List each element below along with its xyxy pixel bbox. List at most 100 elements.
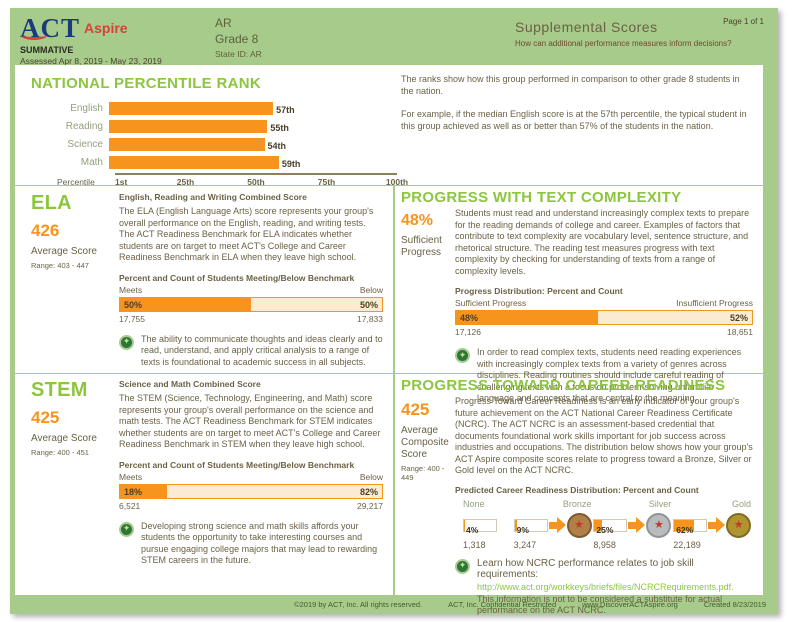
stem-below-count: 29,217 xyxy=(357,500,383,511)
ela-meets-pct: 50% xyxy=(124,299,143,310)
tc-description: Students must read and understand increa… xyxy=(455,208,750,276)
tc-insufficient-pct: 52% xyxy=(729,313,748,323)
tier-none-label: None xyxy=(463,498,485,509)
text-complexity-body: 48% Sufficient Progress Students must re… xyxy=(401,208,753,405)
career-note: Learn how NCRC performance relates to jo… xyxy=(455,558,753,617)
act-logo-text: ACT xyxy=(20,13,80,44)
ela-bar-title: Percent and Count of Students Meeting/Be… xyxy=(119,272,355,283)
footer-created-date: Created 8/23/2019 xyxy=(703,600,766,609)
arrow-right-icon xyxy=(708,517,726,533)
percentile-bar-chart: English 57th Reading 55th Science 54th M… xyxy=(31,99,408,187)
reading-bar-value: 55th xyxy=(270,122,289,133)
stem-meets-pct: 18% xyxy=(124,486,143,497)
stem-bar-title: Percent and Count of Students Meeting/Be… xyxy=(119,459,355,470)
compass-star-icon xyxy=(455,558,470,574)
ela-heading: ELA xyxy=(31,192,72,214)
english-bar xyxy=(109,101,274,115)
report-title-block: Supplemental Scores How can additional p… xyxy=(515,19,732,48)
report-footer: ©2019 by ACT, Inc. All rights reserved. … xyxy=(10,600,778,609)
career-note-body: Learn how NCRC performance relates to jo… xyxy=(477,558,753,617)
ela-meets-fill xyxy=(120,297,251,311)
career-score-block: 425 Average Composite Score Range: 400 -… xyxy=(401,400,453,482)
tier-gold-count: 22,189 xyxy=(673,539,701,550)
career-composite-score: 425 xyxy=(401,400,430,419)
chart-plot-area: 55th xyxy=(109,119,397,133)
tier-bronze: Bronze 9% ★ 3,247 xyxy=(513,499,594,550)
tc-bar-title: Progress Distribution: Percent and Count xyxy=(455,286,623,296)
career-body: 425 Average Composite Score Range: 400 -… xyxy=(401,396,753,617)
tier-silver-count: 8,958 xyxy=(593,539,616,550)
stem-score-label: Average Score xyxy=(31,433,97,444)
tier-silver-pct: 25% xyxy=(596,524,614,535)
compass-star-icon xyxy=(455,348,470,363)
below-label: Below xyxy=(359,284,383,295)
insufficient-progress-label: Insufficient Progress xyxy=(676,298,753,308)
tier-bronze-pct: 9% xyxy=(516,524,529,535)
ela-below-pct: 50% xyxy=(359,299,378,310)
chart-row-english: English 57th xyxy=(31,99,403,117)
meets-label: Meets xyxy=(119,471,143,482)
tier-silver-meter: 25% xyxy=(593,518,628,535)
npr-intro-text: The ranks show how this group performed … xyxy=(401,73,747,132)
tier-silver-fill xyxy=(594,519,603,531)
logo-swoosh-icon xyxy=(21,31,47,40)
stem-heading: STEM xyxy=(31,379,88,401)
stem-score-block: STEM 425 Average Score Range: 400 - 451 xyxy=(31,379,109,457)
tc-sufficient-pct: 48% xyxy=(460,313,479,323)
stem-meets-count: 6,521 xyxy=(119,500,141,511)
chart-category-label: Science xyxy=(67,138,103,150)
ela-bar-counts: 17,755 17,833 xyxy=(119,314,383,324)
chart-x-axis: Percentile 1st 25th 50th 75th 100th xyxy=(57,173,408,187)
chart-row-reading: Reading 55th xyxy=(31,117,403,135)
below-label: Below xyxy=(359,471,383,482)
tier-gold: Gold 62% ★ 22,189 xyxy=(673,499,753,550)
page-indicator: Page 1 of 1 xyxy=(723,17,764,26)
report-header: ACT Aspire SUMMATIVE Assessed Apr 8, 2019… xyxy=(10,8,778,66)
tier-none-pct: 4% xyxy=(466,524,479,535)
footer-copyright: ©2019 by ACT, Inc. All rights reserved. xyxy=(294,600,423,609)
tc-bar-labels: Sufficient Progress Insufficient Progres… xyxy=(455,298,753,308)
stem-score-range: Range: 400 - 451 xyxy=(31,448,89,457)
text-complexity-section: PROGRESS WITH TEXT COMPLEXITY 48% Suffic… xyxy=(401,189,753,405)
chart-plot-area: 54th xyxy=(109,137,397,151)
tc-insufficient-count: 18,651 xyxy=(727,327,753,337)
math-bar-value: 59th xyxy=(281,158,301,169)
ela-score-block: ELA 426 Average Score Range: 403 - 447 xyxy=(31,192,109,270)
chart-category-label: Reading xyxy=(65,120,103,132)
chart-row-science: Science 54th xyxy=(31,135,403,153)
gold-medal-icon: ★ xyxy=(726,512,752,538)
axis-tick: 25th xyxy=(176,177,195,187)
stem-note: Developing strong science and math skill… xyxy=(119,521,383,567)
star-icon: ★ xyxy=(653,518,664,531)
npr-intro-paragraph-1: The ranks show how this group performed … xyxy=(401,74,740,96)
footer-confidential: ACT, Inc. Confidential Restricted xyxy=(448,600,557,609)
assessment-window: Assessed Apr 8, 2019 - May 23, 2019 xyxy=(20,56,162,66)
tc-percent-label: Sufficient Progress xyxy=(401,235,442,258)
axis-tick: 75th xyxy=(317,177,336,187)
star-icon: ★ xyxy=(733,518,744,531)
tier-silver: Silver 25% ★ 8,958 xyxy=(593,499,673,550)
tier-none-meter-row: 4% xyxy=(463,512,514,539)
career-readiness-title: PROGRESS TOWARD CAREER READINESS xyxy=(401,377,726,394)
tc-note: In order to read complex texts, students… xyxy=(455,347,753,405)
chart-category-label: English xyxy=(70,102,103,114)
content-panel: NATIONAL PERCENTILE RANK English 57th Re… xyxy=(15,65,763,615)
ela-text-block: English, Reading and Writing Combined Sc… xyxy=(119,192,383,368)
stem-section: STEM 425 Average Score Range: 400 - 451 … xyxy=(31,379,383,567)
tc-distribution-bar: 48% 52% xyxy=(455,310,753,325)
sufficient-progress-label: Sufficient Progress xyxy=(455,298,527,308)
tier-bronze-meter-row: 9% ★ xyxy=(513,512,594,539)
star-icon: ★ xyxy=(574,518,585,531)
report-page: ACT Aspire SUMMATIVE Assessed Apr 8, 2019… xyxy=(10,8,778,615)
ela-average-score: 426 xyxy=(31,221,60,240)
ncrc-requirements-link[interactable]: http://www.act.org/workkeys/briefs/files… xyxy=(477,581,734,592)
text-complexity-title: PROGRESS WITH TEXT COMPLEXITY xyxy=(401,189,682,206)
career-note-title: Learn how NCRC performance relates to jo… xyxy=(477,557,694,581)
compass-star-icon xyxy=(119,521,134,537)
bronze-medal-icon: ★ xyxy=(566,512,592,538)
tier-silver-meter-row: 25% ★ xyxy=(593,512,673,539)
ela-meets-count: 17,755 xyxy=(119,313,145,324)
tc-sufficient-fill xyxy=(456,311,599,324)
report-context: AR Grade 8 State ID: AR xyxy=(215,16,262,59)
tier-bronze-count: 3,247 xyxy=(513,539,537,550)
